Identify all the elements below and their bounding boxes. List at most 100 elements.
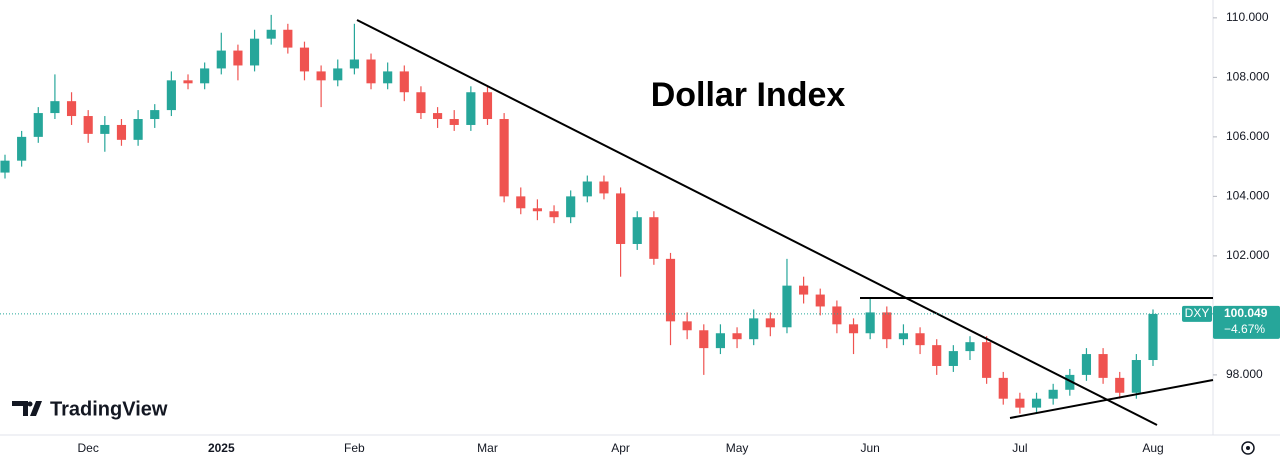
x-tick-label: Feb <box>344 441 365 455</box>
candle-body <box>982 342 992 378</box>
symbol-badge <box>1182 305 1212 322</box>
candle-body <box>682 321 692 331</box>
candle-body <box>832 306 842 325</box>
candle-body <box>632 217 642 244</box>
candle-body <box>1131 360 1141 393</box>
candle-body <box>249 38 260 66</box>
candle-body <box>998 377 1008 399</box>
support-line <box>1009 379 1214 419</box>
candle-body <box>665 258 676 322</box>
candle-body <box>782 285 792 328</box>
candle-body <box>1081 354 1092 375</box>
candle-body <box>50 101 60 114</box>
y-tick-label: 108.000 <box>1226 70 1270 84</box>
y-tick-label: 110.000 <box>1226 10 1269 24</box>
logo: TradingView <box>12 398 168 420</box>
candle-body <box>948 351 958 366</box>
candle-body <box>1065 374 1075 390</box>
candle-body <box>915 333 925 346</box>
brand-name: TradingView <box>50 398 168 420</box>
candle-body <box>965 342 975 352</box>
symbol-label: DXY <box>1185 306 1210 320</box>
candle-body <box>699 330 709 349</box>
settings-icon[interactable] <box>1241 441 1255 455</box>
candle-body <box>882 312 892 340</box>
candle-body <box>898 333 909 340</box>
candle-body <box>566 196 576 218</box>
candle-body <box>616 193 626 244</box>
candle-body <box>1148 313 1158 361</box>
y-tick-label: 104.000 <box>1226 189 1270 203</box>
candle-body <box>765 318 775 328</box>
change-label: −4.67% <box>1224 322 1265 336</box>
candle-body <box>333 68 343 81</box>
candle-body <box>466 92 476 125</box>
settings-button[interactable] <box>1241 441 1255 455</box>
candle-body <box>283 29 293 48</box>
candle-body <box>299 47 310 72</box>
settings-icon-center[interactable] <box>1246 446 1250 450</box>
candle-body <box>516 196 526 209</box>
x-tick-label: Jul <box>1012 441 1027 455</box>
candle-body <box>233 50 243 66</box>
candle-body <box>848 324 859 334</box>
candle-body <box>1048 389 1058 399</box>
candle-body <box>133 119 143 140</box>
y-tick-label: 102.000 <box>1226 248 1270 262</box>
x-tick-label: Mar <box>477 441 498 455</box>
candle-body <box>366 59 376 84</box>
candle-body <box>200 68 210 84</box>
candle-body <box>266 29 276 39</box>
last-price-label: 100.049 <box>1224 306 1268 320</box>
candle-body <box>1031 398 1042 408</box>
candle-body <box>749 318 759 340</box>
candle-body <box>715 333 725 349</box>
candle-body <box>449 119 459 125</box>
candle-body <box>482 92 493 120</box>
candle-body <box>815 294 825 307</box>
candle-body <box>532 208 542 212</box>
candle-body <box>499 119 509 197</box>
candle-body <box>216 50 226 69</box>
logo-icon-dot <box>27 401 33 407</box>
candle-body <box>932 345 942 366</box>
candle-body <box>349 59 359 69</box>
candle-body <box>399 71 409 93</box>
x-tick-label: 2025 <box>208 441 235 455</box>
candle-body <box>100 124 110 134</box>
candle-body <box>1015 398 1025 408</box>
candle-body <box>1115 377 1125 393</box>
candle-body <box>433 113 443 120</box>
candle-body <box>150 110 160 120</box>
candle-body <box>865 312 875 334</box>
candle-body <box>649 217 659 259</box>
candle-body <box>599 181 609 194</box>
x-tick-label: Jun <box>860 441 879 455</box>
candle-body <box>0 160 10 173</box>
candle-body <box>116 124 127 140</box>
candle-body <box>732 333 742 340</box>
x-tick-label: Apr <box>611 441 630 455</box>
candle-body <box>166 80 176 111</box>
candle-body <box>799 285 809 295</box>
candle-body <box>66 101 77 117</box>
chart-title: Dollar Index <box>651 76 846 114</box>
y-tick-label: 98.000 <box>1226 367 1263 381</box>
candle-body <box>83 116 93 134</box>
candle-body <box>33 113 43 137</box>
y-tick-label: 106.000 <box>1226 129 1270 143</box>
candle-body <box>416 92 426 114</box>
candle-body <box>17 136 27 161</box>
candle-body <box>383 71 393 84</box>
candle-body <box>549 211 559 218</box>
trend-line <box>356 19 1158 426</box>
logo-icon <box>12 401 42 416</box>
candles <box>0 14 1158 414</box>
x-tick-label: Aug <box>1142 441 1163 455</box>
candle-body <box>582 181 592 197</box>
price-badge <box>1213 305 1280 339</box>
x-tick-label: May <box>726 441 749 455</box>
candle-body <box>316 71 326 81</box>
candle-body <box>1098 354 1108 378</box>
